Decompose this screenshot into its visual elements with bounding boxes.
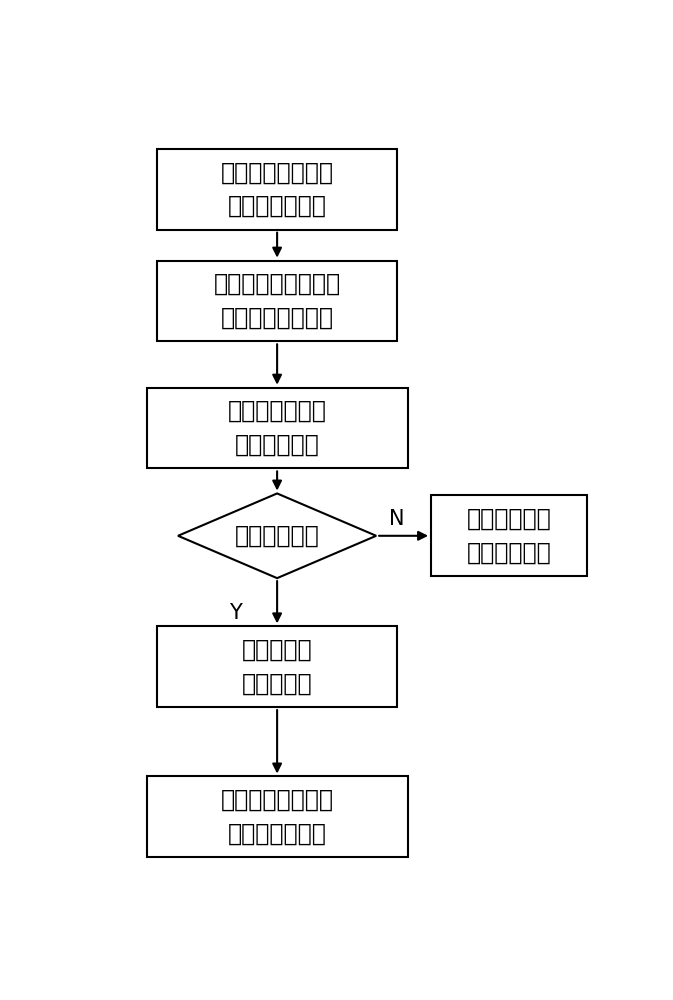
Text: 观察出现的
腐蚀点情况: 观察出现的 腐蚀点情况 [242,638,312,695]
Text: 将待测锂离子电池放
入高温条件下搁置: 将待测锂离子电池放 入高温条件下搁置 [213,272,341,330]
Polygon shape [178,493,376,578]
FancyBboxPatch shape [147,388,408,468]
FancyBboxPatch shape [157,626,397,707]
Text: 出现腐蚀点？: 出现腐蚀点？ [235,524,320,548]
FancyBboxPatch shape [431,495,588,576]
FancyBboxPatch shape [147,776,408,857]
Text: 连接待测电池的封
印区域和负极耳: 连接待测电池的封 印区域和负极耳 [221,161,334,218]
Text: N: N [389,509,405,529]
Text: 检测下一个待
测锂离子电池: 检测下一个待 测锂离子电池 [467,507,552,565]
Text: 观察封印区域是
否出现腐蚀点: 观察封印区域是 否出现腐蚀点 [227,399,326,457]
FancyBboxPatch shape [157,261,397,341]
Text: Y: Y [229,603,242,623]
FancyBboxPatch shape [157,149,397,230]
Text: 判断待测锂离子电
池的内腐蚀情况: 判断待测锂离子电 池的内腐蚀情况 [221,788,334,846]
